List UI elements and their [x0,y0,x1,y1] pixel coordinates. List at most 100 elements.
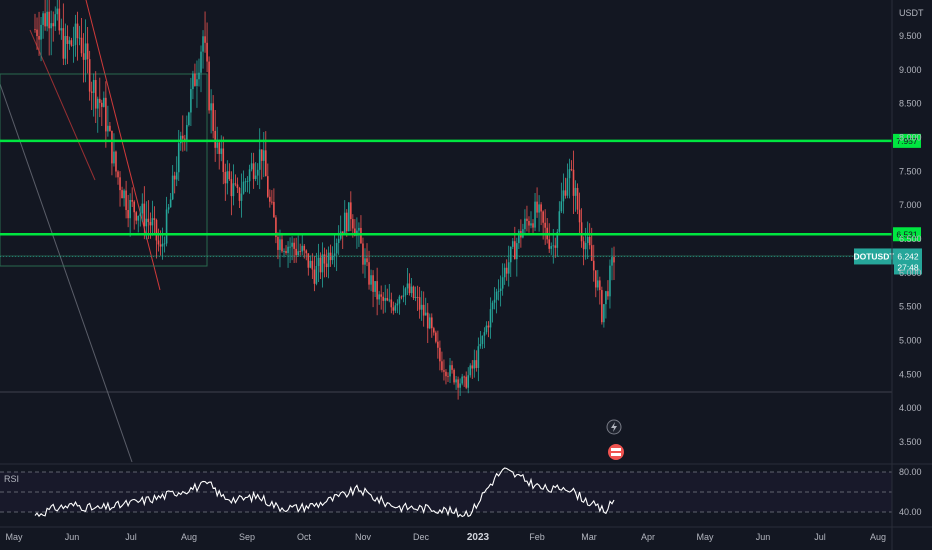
candle [430,313,433,338]
candle [390,292,393,314]
candle [260,149,263,180]
candle [163,236,166,253]
candle [139,206,142,227]
candle [269,189,271,208]
candle [485,321,488,335]
candle [426,303,429,344]
candle [384,284,387,313]
trend-line-red[interactable] [85,0,161,291]
candle [273,188,275,218]
candle [327,246,330,279]
candle [388,283,391,303]
candle [568,158,571,199]
candle [234,174,237,187]
candle [184,134,186,151]
candle [175,156,178,187]
candle [578,192,581,235]
candle [491,300,494,323]
candle [418,286,421,319]
candle [544,209,546,245]
range-box[interactable] [0,73,208,267]
candle [58,0,61,35]
candle [56,0,59,21]
candle [230,171,233,216]
candle [129,193,131,237]
time-tick-label: Apr [641,532,655,542]
candle [433,326,435,336]
candle [161,227,164,260]
currency-label: USDT [899,8,924,18]
trend-line-grey[interactable] [0,83,133,463]
candle [48,0,50,56]
lightning-icon[interactable] [606,419,622,435]
candle [90,81,93,111]
candle [60,18,63,40]
price-tick-label: 7.000 [899,200,922,210]
candle [72,26,75,63]
level-price-label: 6.531 [896,229,918,239]
candle [109,122,111,132]
symbol-tag [854,248,894,265]
candle [333,235,336,268]
candle [117,170,119,185]
candle [307,253,310,276]
candle [222,136,225,185]
rsi-tick-label: 40.00 [899,507,922,517]
candle [400,295,403,300]
countdown-label: 27:48 [897,262,919,272]
candle [204,11,206,53]
rsi-label: RSI [4,474,19,484]
candle [457,376,459,400]
candle [524,209,526,234]
candle [495,288,498,314]
candle [335,238,338,272]
candle [514,226,516,260]
candle [532,219,534,233]
candle [516,237,518,277]
candle [609,259,611,309]
candle [50,10,52,56]
candle [317,243,320,283]
price-tick-label: 6.500 [899,234,922,244]
candle [443,359,445,381]
candle [210,89,212,134]
time-tick-label: Jun [756,532,771,542]
candle [337,225,340,255]
candle [560,182,563,214]
time-tick-label: Jun [65,532,80,542]
candle [362,237,364,274]
candle [133,200,135,230]
candle [422,291,425,327]
symbol-label: DOTUSDT [853,251,895,261]
candle [200,45,202,93]
candle [74,14,77,57]
candle [70,37,73,47]
candle [321,242,324,288]
candle [181,115,184,152]
candle [242,170,245,195]
candle [206,22,208,72]
candle [378,291,380,305]
price-tick-label: 8.000 [899,133,922,143]
candle [86,27,89,74]
chart-icons[interactable] [606,419,624,460]
rsi-pane: RSI 80.00 40.00 [0,467,922,518]
candle [101,99,103,127]
candle [592,244,595,282]
candle [435,330,437,344]
earnings-flag-icon[interactable] [608,444,624,460]
time-tick-label: Oct [297,532,312,542]
candle [311,253,314,279]
candle [534,192,536,232]
candle [471,360,474,379]
candle [78,25,81,46]
time-tick-label: Sep [239,532,255,542]
candle [562,173,565,214]
candle [44,0,46,31]
candle [80,17,83,57]
candle [236,177,239,193]
candle [127,194,129,228]
